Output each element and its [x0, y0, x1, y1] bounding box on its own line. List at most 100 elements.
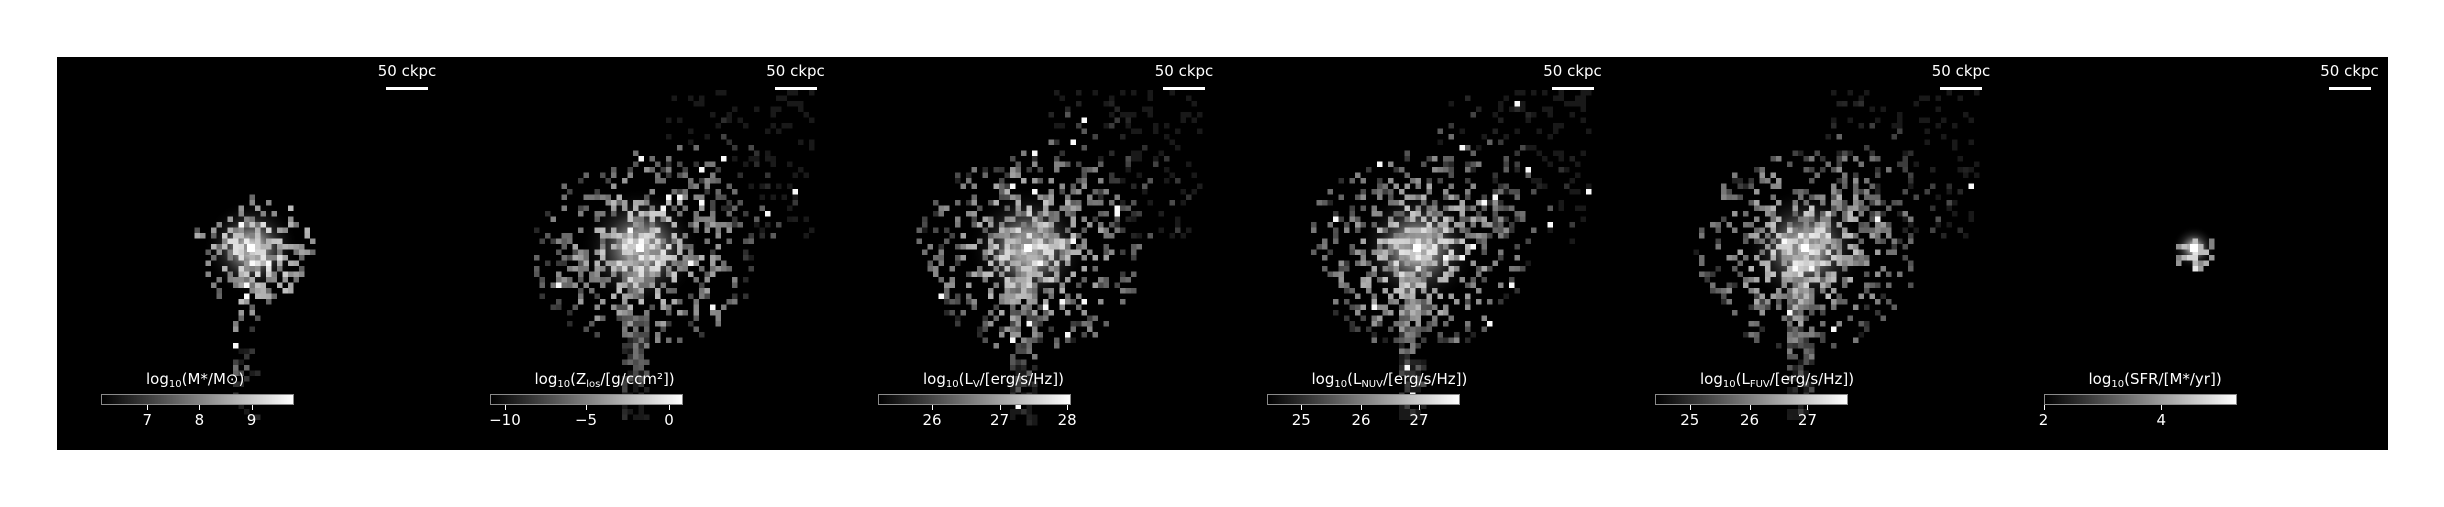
galaxy-core — [247, 244, 255, 252]
colorbar-label-part: 10 — [1334, 379, 1348, 390]
pixel-scatter — [194, 194, 316, 420]
colorbar — [878, 394, 1071, 405]
colorbar-tick-label: 27 — [1409, 411, 1429, 429]
colorbar-label-part: log — [923, 370, 946, 388]
scale-bar — [1163, 87, 1205, 90]
colorbar-tick — [999, 405, 1001, 410]
colorbar-tick-label: 26 — [922, 411, 942, 429]
galaxy-map — [2171, 226, 2216, 272]
colorbar — [2043, 394, 2237, 405]
galaxy-core — [1801, 244, 1809, 252]
galaxy-map — [1693, 90, 1980, 420]
pixel-scatter — [533, 90, 814, 420]
colorbar-label-part: /[erg/s/Hz]) — [979, 370, 1065, 388]
colorbar-label-part: FUV — [1749, 379, 1770, 390]
colorbar-tick-label: 2 — [2038, 411, 2049, 429]
galaxy-map — [194, 194, 316, 420]
colorbar-tick — [504, 405, 506, 410]
colorbar-tick-label: 4 — [2156, 411, 2166, 429]
colorbar-label-part: /[erg/s/Hz]) — [1769, 370, 1855, 388]
colorbar-tick-label: 26 — [1740, 411, 1760, 429]
colorbar-tick — [668, 405, 670, 410]
colorbar-tick — [1689, 405, 1691, 410]
colorbar-tick-label: 27 — [990, 411, 1010, 429]
scale-bar — [774, 87, 817, 90]
colorbar-label-part: /[g/ccm²]) — [600, 370, 675, 388]
colorbar-label-part: log — [1700, 370, 1723, 388]
galaxy-core — [1412, 244, 1421, 252]
map-panel: 50 ckpc log10(LNUV/[erg/s/Hz]) 25 26 27 — [1223, 57, 1613, 450]
colorbar-label: log10(M*/M⊙) — [146, 370, 244, 394]
colorbar — [1266, 394, 1460, 405]
scale-label: 50 ckpc — [1543, 62, 1602, 80]
scale-bar — [1551, 87, 1594, 90]
colorbar-label-part: (L — [1347, 370, 1362, 388]
scale-bar — [1940, 87, 1982, 90]
colorbar-tick — [1301, 405, 1303, 410]
colorbar-label-part: (M*/M⊙) — [181, 370, 245, 388]
colorbar — [489, 394, 683, 405]
colorbar — [101, 394, 294, 405]
colorbar-label-part: (SFR/[M*/yr]) — [2124, 370, 2222, 388]
colorbar-tick — [1749, 405, 1751, 410]
colorbar — [1655, 394, 1848, 405]
scale-bar — [2328, 87, 2371, 90]
colorbar-tick — [1361, 405, 1363, 410]
colorbar-label-part: 10 — [1722, 379, 1736, 390]
colorbar-label-part: 10 — [2111, 379, 2125, 390]
colorbar-label-part: log — [1311, 370, 1335, 388]
colorbar-label: log10(Zlos/[g/ccm²]) — [535, 370, 675, 394]
colorbar-tick-label: 0 — [664, 411, 674, 429]
colorbar-label: log10(SFR/[M*/yr]) — [2089, 370, 2222, 394]
colorbar-label-part: (L — [1735, 370, 1750, 388]
galaxy-core — [1024, 244, 1032, 252]
map-panel: 50 ckpc log10(SFR/[M*/yr]) 2 4 — [2000, 57, 2390, 450]
colorbar-tick-label: 9 — [246, 411, 257, 429]
colorbar-label-part: log — [146, 370, 169, 388]
colorbar-label-part: NUV — [1361, 379, 1383, 390]
scale-label: 50 ckpc — [377, 62, 437, 80]
map-panel: 50 ckpc log10(LFUV/[erg/s/Hz]) 25 26 27 — [1611, 57, 2001, 450]
colorbar-tick — [199, 405, 201, 410]
galaxy-core — [635, 244, 644, 252]
colorbar-label-part: log — [534, 370, 558, 388]
colorbar-tick-label: −5 — [574, 411, 598, 429]
colorbar-tick — [586, 405, 587, 410]
colorbar-tick — [1418, 405, 1420, 410]
colorbar-tick — [251, 405, 253, 410]
colorbar-tick-label: 25 — [1291, 411, 1311, 429]
pixel-scatter — [1310, 90, 1591, 420]
scale-label: 50 ckpc — [1154, 62, 1214, 80]
pixel-scatter — [1693, 90, 1980, 420]
colorbar-tick — [1807, 405, 1809, 410]
colorbar-label-part: log — [2088, 370, 2112, 388]
colorbar-tick — [2161, 405, 2163, 410]
colorbar-tick-label: −10 — [489, 411, 521, 429]
colorbar-label-part: los — [586, 379, 601, 390]
colorbar-tick — [2043, 405, 2045, 410]
scale-bar — [386, 87, 428, 90]
scale-label: 50 ckpc — [2320, 62, 2379, 80]
galaxy-map — [533, 90, 814, 420]
colorbar-tick-label: 8 — [194, 411, 205, 429]
colorbar-tick — [147, 405, 149, 410]
colorbar-tick-label: 28 — [1057, 411, 1077, 429]
colorbar-tick — [932, 405, 934, 410]
colorbar-label: log10(LV/[erg/s/Hz]) — [923, 370, 1064, 394]
colorbar-label-part: V — [972, 379, 980, 390]
colorbar-label-part: (L — [958, 370, 973, 388]
colorbar-tick-label: 25 — [1680, 411, 1700, 429]
colorbar-label-part: 10 — [945, 379, 959, 390]
galaxy-core — [2189, 244, 2198, 252]
map-panel: 50 ckpc log10(M*/M⊙) 7 8 9 — [57, 57, 447, 450]
image-strip: 50 ckpc log10(M*/M⊙) 7 8 9 50 ckpc log10(Zlos/… — [57, 57, 2388, 450]
galaxy-map — [1310, 90, 1591, 420]
map-panel: 50 ckpc log10(LV/[erg/s/Hz]) 26 27 28 — [834, 57, 1224, 450]
colorbar-label-part: /[erg/s/Hz]) — [1382, 370, 1468, 388]
colorbar-tick-label: 26 — [1351, 411, 1371, 429]
scale-label: 50 ckpc — [1931, 62, 1991, 80]
colorbar-tick — [1067, 405, 1069, 410]
colorbar-label-part: 10 — [557, 379, 571, 390]
colorbar-label: log10(LFUV/[erg/s/Hz]) — [1700, 370, 1854, 394]
